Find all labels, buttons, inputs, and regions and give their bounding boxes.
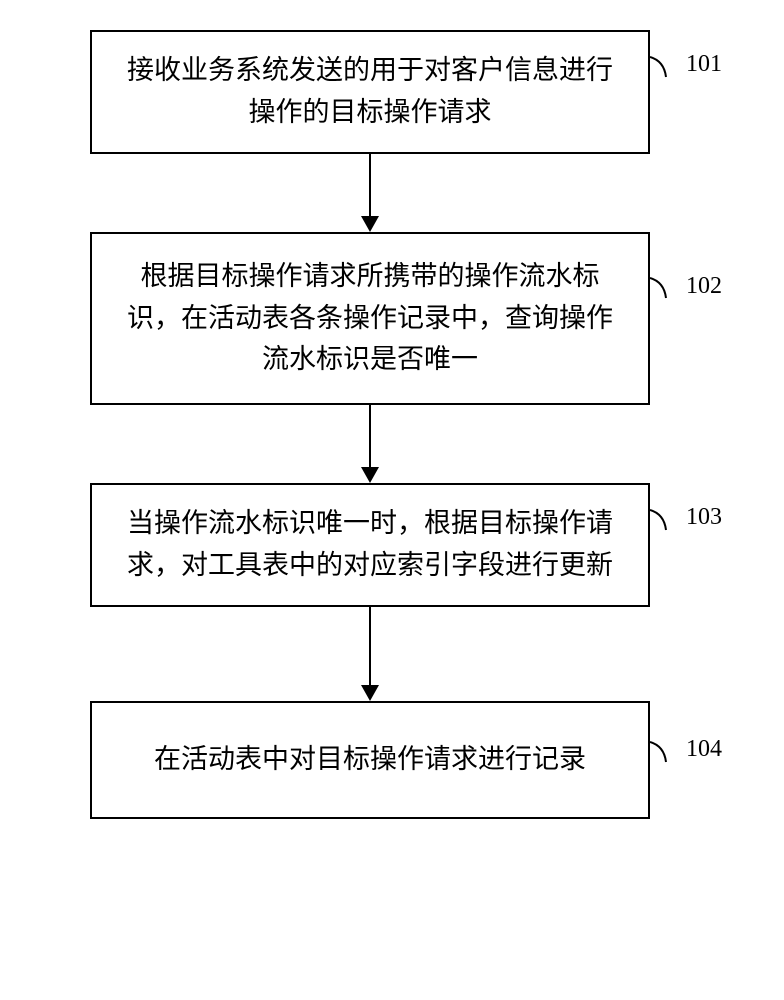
arrow-head-icon	[361, 685, 379, 701]
arrow-line	[369, 405, 371, 467]
connector	[361, 154, 379, 232]
tick-icon	[650, 272, 680, 300]
step-number: 104	[686, 731, 722, 768]
step-label-101: 101	[650, 46, 722, 83]
step-number: 103	[686, 499, 722, 536]
tick-icon	[650, 736, 680, 764]
arrow-head-icon	[361, 467, 379, 483]
tick-icon	[650, 51, 680, 79]
step-text: 接收业务系统发送的用于对客户信息进行操作的目标操作请求	[127, 55, 613, 127]
step-text: 根据目标操作请求所携带的操作流水标识，在活动表各条操作记录中，查询操作流水标识是…	[127, 261, 613, 375]
flowchart-container: 接收业务系统发送的用于对客户信息进行操作的目标操作请求 101 根据目标操作请求…	[60, 30, 680, 819]
arrow-line	[369, 607, 371, 685]
connector	[361, 607, 379, 701]
arrow-head-icon	[361, 216, 379, 232]
arrow-line	[369, 154, 371, 216]
connector	[361, 405, 379, 483]
step-box-103: 当操作流水标识唯一时，根据目标操作请求，对工具表中的对应索引字段进行更新 103	[90, 483, 650, 607]
step-label-103: 103	[650, 499, 722, 536]
step-box-102: 根据目标操作请求所携带的操作流水标识，在活动表各条操作记录中，查询操作流水标识是…	[90, 232, 650, 406]
step-box-101: 接收业务系统发送的用于对客户信息进行操作的目标操作请求 101	[90, 30, 650, 154]
step-label-102: 102	[650, 268, 722, 305]
tick-icon	[650, 504, 680, 532]
step-number: 102	[686, 268, 722, 305]
step-text: 当操作流水标识唯一时，根据目标操作请求，对工具表中的对应索引字段进行更新	[127, 508, 613, 580]
step-label-104: 104	[650, 731, 722, 768]
step-number: 101	[686, 46, 722, 83]
step-text: 在活动表中对目标操作请求进行记录	[154, 744, 586, 774]
step-box-104: 在活动表中对目标操作请求进行记录 104	[90, 701, 650, 819]
